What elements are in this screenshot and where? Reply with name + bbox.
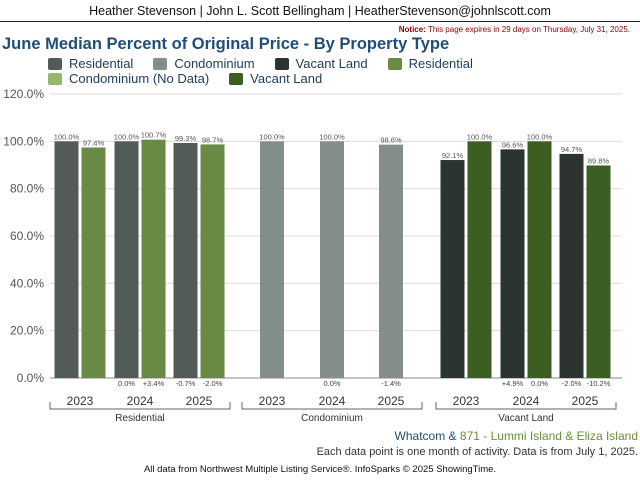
legend-swatch — [153, 57, 168, 70]
legend-swatch — [48, 57, 62, 70]
expiry-notice: Notice: This page expires in 29 days on … — [399, 25, 630, 34]
bar — [559, 153, 584, 378]
bar-value-label: 89.8% — [588, 156, 610, 165]
bar-value-label: 99.3% — [175, 134, 197, 143]
x-tick-label: 2023 — [259, 394, 286, 408]
chart-legend: Residential Condominium Vacant Land Residen… — [48, 56, 638, 86]
geo-area-secondary[interactable]: 871 - Lummi Island & Eliza Island — [459, 429, 638, 443]
y-tick-label: 20.0% — [10, 324, 44, 338]
change-label: +3.4% — [143, 379, 165, 388]
bar — [440, 160, 465, 378]
y-tick-label: 80.0% — [10, 182, 44, 196]
change-label: 0.0% — [323, 379, 340, 388]
legend-item[interactable]: Residential — [48, 56, 133, 71]
legend-swatch — [274, 57, 289, 70]
change-label: -0.7% — [176, 379, 196, 388]
bar — [54, 141, 79, 378]
data-note: Each data point is one month of activity… — [316, 446, 638, 458]
legend-label: Condominium (No Data) — [69, 71, 210, 86]
x-tick-label: 2024 — [513, 394, 540, 408]
notice-text: This page expires in 29 days on Thursday… — [427, 25, 630, 34]
bar — [141, 139, 166, 378]
y-tick-label: 0.0% — [17, 371, 45, 385]
bar — [320, 141, 344, 378]
bar — [379, 144, 403, 378]
x-tick-label: 2023 — [67, 394, 94, 408]
y-tick-label: 60.0% — [10, 229, 44, 243]
y-tick-label: 120.0% — [3, 87, 44, 101]
x-tick-label: 2024 — [319, 394, 346, 408]
x-tick-label: 2025 — [378, 394, 405, 408]
group-bracket — [49, 402, 231, 410]
change-label: -2.0% — [203, 379, 223, 388]
bar — [173, 142, 198, 378]
geo-area-primary[interactable]: Whatcom — [394, 429, 446, 443]
legend-item[interactable]: Vacant Land — [274, 56, 368, 71]
bar — [114, 141, 139, 378]
bar-value-label: 97.4% — [83, 138, 105, 147]
group-bracket — [241, 402, 423, 410]
legend-item[interactable]: Condominium (No Data) — [48, 71, 209, 86]
y-tick-label: 100.0% — [3, 134, 44, 148]
bar-value-label: 100.0% — [527, 132, 553, 141]
legend-label: Residential — [408, 56, 473, 71]
bar — [467, 141, 492, 378]
bar-value-label: 98.6% — [380, 136, 402, 145]
change-label: -10.2% — [587, 379, 611, 388]
bar-value-label: 92.1% — [442, 151, 464, 160]
y-tick-label: 40.0% — [10, 276, 44, 290]
bar-value-label: 98.7% — [202, 135, 224, 144]
bar-value-label: 100.0% — [319, 132, 345, 141]
change-label: -1.4% — [381, 379, 401, 388]
change-label: 0.0% — [118, 379, 135, 388]
bar-value-label: 96.6% — [502, 140, 524, 149]
legend-swatch — [48, 72, 62, 85]
chart-title: June Median Percent of Original Price - … — [2, 35, 450, 53]
group-label: Condominium — [301, 413, 363, 424]
footer-credit: All data from Northwest Multiple Listing… — [143, 464, 497, 475]
legend-label: Vacant Land — [295, 56, 368, 71]
geo-ampersand: & — [448, 429, 457, 443]
bar — [527, 141, 552, 378]
bar — [586, 165, 611, 378]
bar-value-label: 100.0% — [114, 132, 140, 141]
change-label: +4.9% — [502, 379, 524, 388]
bar — [81, 147, 106, 378]
geography-label: Whatcom & 871 - Lummi Island & Eliza Isl… — [395, 429, 638, 443]
legend-item[interactable]: Vacant Land — [229, 71, 322, 86]
x-tick-label: 2025 — [186, 394, 213, 408]
bar — [200, 144, 225, 378]
group-label: Residential — [115, 413, 164, 424]
bar-value-label: 100.0% — [259, 132, 285, 141]
change-label: 0.0% — [531, 379, 548, 388]
group-label: Vacant Land — [498, 413, 553, 424]
legend-label: Residential — [69, 56, 134, 71]
x-tick-label: 2023 — [453, 394, 480, 408]
legend-label: Vacant Land — [250, 71, 323, 86]
bar — [500, 149, 525, 378]
legend-item[interactable]: Condominium — [153, 56, 255, 71]
bar — [260, 141, 284, 378]
bar-value-label: 100.7% — [141, 131, 167, 140]
bar-value-label: 100.0% — [467, 132, 493, 141]
notice-label: Notice: — [398, 25, 426, 34]
header-text: Heather Stevenson | John L. Scott Bellin… — [89, 3, 551, 18]
x-tick-label: 2024 — [127, 394, 154, 408]
change-label: -2.0% — [562, 379, 582, 388]
legend-swatch — [387, 57, 402, 70]
group-bracket — [435, 402, 617, 410]
legend-swatch — [229, 72, 244, 85]
legend-label: Condominium — [174, 56, 255, 71]
x-tick-label: 2025 — [572, 394, 599, 408]
header-bar: Heather Stevenson | John L. Scott Bellin… — [0, 0, 640, 22]
bar-value-label: 94.7% — [561, 145, 583, 154]
legend-item[interactable]: Residential — [387, 56, 473, 71]
bar-value-label: 100.0% — [54, 132, 80, 141]
